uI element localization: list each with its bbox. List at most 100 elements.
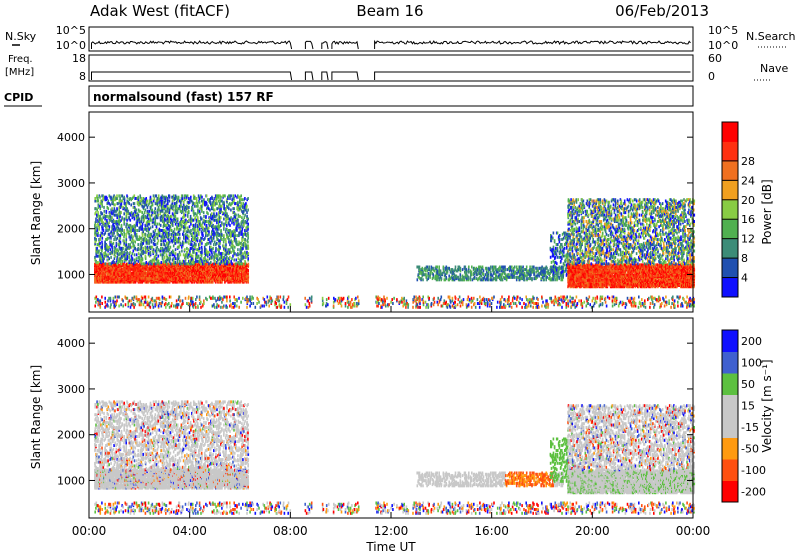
power-cell: [160, 250, 162, 253]
power-cell: [197, 209, 199, 212]
power-cell: [137, 196, 139, 199]
power-cell: [116, 256, 118, 259]
power-cell: [121, 233, 123, 236]
power-cell: [105, 232, 107, 235]
power-cell: [178, 196, 180, 199]
power-cell: [106, 210, 108, 213]
power-cell: [248, 263, 250, 266]
power-cell: [540, 277, 542, 280]
power-cell: [119, 215, 121, 218]
power-cell: [216, 242, 218, 245]
power-cell: [558, 276, 560, 279]
power-cell: [158, 214, 160, 217]
power-cell: [96, 226, 98, 229]
power-cell: [176, 201, 178, 204]
power-cell: [430, 273, 432, 276]
power-cell: [211, 251, 213, 254]
power-cell: [145, 233, 147, 236]
power-cell: [187, 206, 189, 209]
power-cell: [237, 248, 239, 251]
power-cell: [223, 218, 225, 221]
power-cell: [188, 210, 190, 213]
power-cell: [488, 278, 490, 281]
power-cell: [239, 215, 241, 218]
power-cell: [244, 216, 246, 219]
power-cell: [241, 230, 243, 233]
power-cell: [126, 223, 128, 226]
power-cell: [127, 257, 129, 260]
power-cell: [110, 237, 112, 240]
power-cell: [133, 250, 135, 253]
power-cell: [105, 262, 107, 265]
power-cell: [460, 267, 462, 270]
power-cell: [157, 216, 159, 219]
power-cell: [492, 275, 494, 278]
power-cell: [201, 218, 203, 221]
power-cell: [185, 226, 187, 229]
power-cell: [151, 209, 153, 212]
power-cell: [98, 250, 100, 253]
power-cell: [169, 241, 171, 244]
power-cell: [101, 202, 103, 205]
power-cell: [108, 257, 110, 260]
power-cell: [102, 237, 104, 240]
nave-ytick-bottom: 0: [708, 70, 715, 83]
power-cell: [156, 225, 158, 228]
power-cell: [99, 242, 101, 245]
power-cell: [185, 210, 187, 213]
power-cell: [138, 214, 140, 217]
power-cell: [202, 232, 204, 235]
power-cell: [179, 237, 181, 240]
power-cell: [201, 237, 203, 240]
power-cell: [203, 198, 205, 201]
power-cell: [235, 259, 237, 262]
power-cell: [236, 241, 238, 244]
power-cell: [177, 218, 179, 221]
power-cell: [185, 219, 187, 222]
power-cell: [531, 277, 533, 280]
power-cell: [533, 266, 535, 269]
power-cell: [220, 196, 222, 199]
power-cell: [546, 276, 548, 279]
power-cell: [216, 212, 218, 215]
power-cell: [221, 205, 223, 208]
power-cell: [214, 260, 216, 263]
power-cell: [168, 244, 170, 247]
power-cell: [230, 209, 232, 212]
power-cell: [504, 266, 506, 269]
power-cell: [103, 206, 105, 209]
power-cell: [161, 243, 163, 246]
power-cell: [94, 256, 96, 259]
power-cell: [184, 229, 186, 232]
power-cell: [199, 247, 201, 250]
power-cell: [183, 242, 185, 245]
power-cell: [490, 266, 492, 269]
power-cell: [188, 239, 190, 242]
power-cell: [229, 243, 231, 246]
power-cell: [111, 246, 113, 249]
power-cell: [236, 234, 238, 237]
power-cell: [216, 202, 218, 205]
power-cell: [229, 229, 231, 232]
power-cell: [183, 234, 185, 237]
power-cell: [516, 266, 518, 269]
power-cell: [468, 266, 470, 269]
power-cell: [126, 238, 128, 241]
power-cell: [246, 205, 248, 208]
power-cell: [233, 250, 235, 253]
power-cell: [140, 223, 142, 226]
power-cell: [131, 246, 133, 249]
power-cell: [101, 205, 103, 208]
power-cell: [156, 194, 158, 197]
power-cell: [205, 229, 207, 232]
power-cell: [241, 198, 243, 201]
power-cell: [159, 228, 161, 231]
power-cell: [244, 260, 246, 263]
power-cell: [188, 219, 190, 222]
power-cell: [477, 273, 479, 276]
power-cell: [158, 239, 160, 242]
power-cell: [122, 247, 124, 250]
radar-summary-figure: Adak West (fitACF) Beam 16 06/Feb/2013 N…: [0, 0, 800, 554]
power-cell: [186, 247, 188, 250]
power-cell: [447, 269, 449, 272]
